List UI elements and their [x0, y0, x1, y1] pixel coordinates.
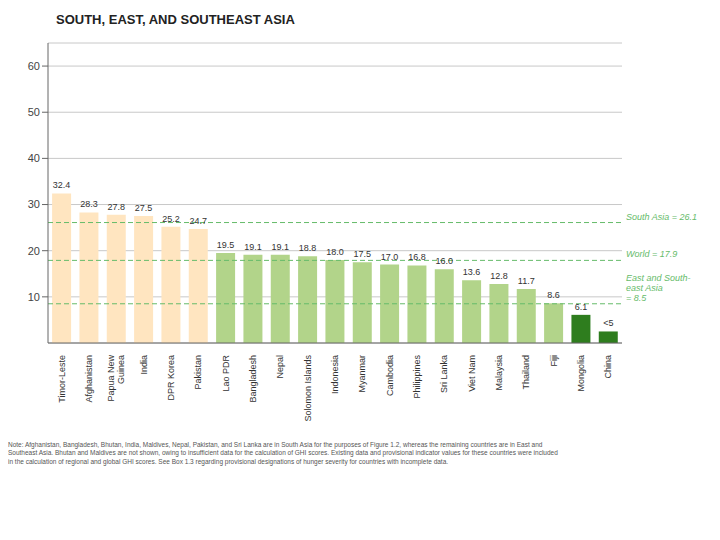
svg-text:60: 60	[28, 60, 40, 72]
svg-text:27.5: 27.5	[135, 203, 153, 213]
svg-text:Cambodia: Cambodia	[385, 355, 395, 396]
svg-text:32.4: 32.4	[53, 180, 71, 190]
svg-text:Viet Nam: Viet Nam	[467, 355, 477, 392]
svg-text:20: 20	[28, 245, 40, 257]
svg-text:China: China	[603, 355, 613, 379]
svg-text:19.1: 19.1	[244, 242, 262, 252]
svg-text:World = 17.9: World = 17.9	[626, 249, 677, 259]
svg-text:13.6: 13.6	[463, 267, 481, 277]
html-text:Note: Afghanistan, Bangladesh,: Note: Afghanistan, Bangladesh, Bhutan, I…	[8, 441, 558, 465]
svg-text:East and South-east Asia= 8.5: East and South-east Asia= 8.5	[626, 273, 691, 303]
svg-text:28.3: 28.3	[80, 199, 98, 209]
svg-text:50: 50	[28, 106, 40, 118]
svg-text:11.7: 11.7	[518, 276, 535, 286]
svg-text:Afghanistan: Afghanistan	[84, 355, 94, 403]
svg-text:Lao PDR: Lao PDR	[221, 355, 231, 392]
svg-text:Myanmar: Myanmar	[357, 355, 367, 393]
svg-text:24.7: 24.7	[190, 216, 208, 226]
svg-text:25.2: 25.2	[162, 214, 180, 224]
svg-text:17.5: 17.5	[354, 249, 372, 259]
svg-text:40: 40	[28, 152, 40, 164]
svg-text:Papua NewGuinea: Papua NewGuinea	[106, 355, 126, 402]
svg-text:19.1: 19.1	[272, 242, 290, 252]
svg-text:Bangladesh: Bangladesh	[248, 355, 258, 403]
svg-text:10: 10	[28, 291, 40, 303]
svg-text:Thailand: Thailand	[521, 355, 531, 390]
svg-text:South Asia = 26.1: South Asia = 26.1	[626, 212, 697, 222]
svg-text:6.1: 6.1	[575, 302, 588, 312]
svg-text:Mongolia: Mongolia	[576, 355, 586, 392]
svg-text:18.0: 18.0	[326, 247, 344, 257]
svg-text:Timor-Leste: Timor-Leste	[57, 355, 67, 403]
svg-text:Nepal: Nepal	[275, 355, 285, 379]
svg-text:17.0: 17.0	[381, 252, 399, 262]
svg-text:16.0: 16.0	[436, 256, 454, 266]
svg-text:Solomon Islands: Solomon Islands	[303, 355, 313, 422]
svg-text:18.8: 18.8	[299, 243, 317, 253]
svg-text:8.6: 8.6	[547, 290, 560, 300]
svg-text:30: 30	[28, 198, 40, 210]
svg-text:India: India	[139, 355, 149, 375]
svg-text:27.8: 27.8	[108, 202, 126, 212]
svg-text:16.8: 16.8	[408, 252, 426, 262]
svg-text:Sri Lanka: Sri Lanka	[439, 355, 449, 393]
svg-text:Philippines: Philippines	[412, 355, 422, 399]
svg-text:Indonesia: Indonesia	[330, 355, 340, 394]
svg-text:19.5: 19.5	[217, 240, 235, 250]
html-text:SOUTH, EAST, AND SOUTHEAST ASI: SOUTH, EAST, AND SOUTHEAST ASIA	[56, 12, 295, 27]
svg-text:Pakistan: Pakistan	[193, 355, 203, 390]
svg-text:DPR Korea: DPR Korea	[166, 355, 176, 401]
svg-text:12.8: 12.8	[490, 271, 508, 281]
svg-text:Malaysia: Malaysia	[494, 355, 504, 391]
svg-text:<5: <5	[603, 318, 613, 328]
svg-text:Fiji: Fiji	[549, 355, 559, 367]
